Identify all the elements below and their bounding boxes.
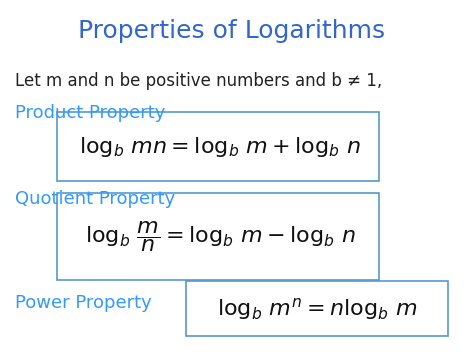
Text: $\log_b \, m^n = n \log_b \, m$: $\log_b \, m^n = n \log_b \, m$ <box>217 296 417 322</box>
FancyBboxPatch shape <box>56 112 379 181</box>
Text: Let m and n be positive numbers and b ≠ 1,: Let m and n be positive numbers and b ≠ … <box>15 72 383 90</box>
Text: Quotient Property: Quotient Property <box>15 190 175 208</box>
Text: Power Property: Power Property <box>15 294 152 312</box>
Text: $\log_b \, \dfrac{m}{n} = \log_b \, m - \log_b \, n$: $\log_b \, \dfrac{m}{n} = \log_b \, m - … <box>84 219 356 254</box>
Text: $\log_b \, mn = \log_b \, m + \log_b \, n$: $\log_b \, mn = \log_b \, m + \log_b \, … <box>79 135 361 158</box>
Text: Product Property: Product Property <box>15 104 165 121</box>
Text: Properties of Logarithms: Properties of Logarithms <box>78 19 385 43</box>
FancyBboxPatch shape <box>56 193 379 280</box>
FancyBboxPatch shape <box>185 282 448 336</box>
